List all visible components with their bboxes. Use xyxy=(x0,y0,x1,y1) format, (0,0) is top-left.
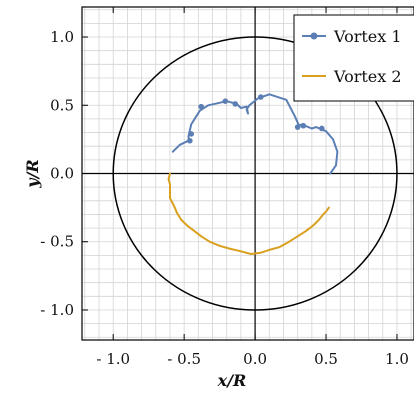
x-axis-label: x/R xyxy=(217,371,247,390)
series-group xyxy=(167,93,339,255)
x-tick-label: - 0.5 xyxy=(167,350,201,368)
x-tick-label: 0.5 xyxy=(314,350,338,368)
series-line-vortex-2 xyxy=(167,172,330,255)
x-tick-label: 1.0 xyxy=(385,350,409,368)
data-point-vortex-1 xyxy=(300,122,307,129)
y-tick-label: - 1.0 xyxy=(40,301,74,319)
legend: Vortex 1 Vortex 2 xyxy=(293,14,414,102)
data-point-vortex-1 xyxy=(187,137,193,144)
y-tick-label: 0.0 xyxy=(50,165,74,183)
data-point-vortex-1 xyxy=(198,103,204,110)
legend-label-vortex-1: Vortex 1 xyxy=(333,27,402,46)
x-tick-label: 0.0 xyxy=(243,350,267,368)
legend-label-vortex-2: Vortex 2 xyxy=(333,67,402,86)
tick-labels: - 1.0 - 0.5 0.0 0.5 1.0 1.0 0.5 0.0 - 0.5 - 1.0 xyxy=(40,28,409,368)
legend-box xyxy=(293,14,414,102)
legend-marker-vortex-1 xyxy=(310,32,318,40)
center-axes xyxy=(82,7,414,340)
boundary-circle xyxy=(112,36,398,311)
x-tick-label: - 1.0 xyxy=(96,350,130,368)
y-tick-label: - 0.5 xyxy=(40,233,74,251)
tick-marks xyxy=(82,7,398,340)
y-tick-label: 0.5 xyxy=(50,96,74,114)
y-tick-label: 1.0 xyxy=(50,28,74,46)
series-line-vortex-1 xyxy=(171,93,339,175)
data-point-vortex-1 xyxy=(232,101,239,107)
data-point-vortex-1 xyxy=(222,98,229,104)
data-point-vortex-1 xyxy=(318,125,325,132)
boundary-circle-group xyxy=(112,36,398,311)
y-axis-label: y/R xyxy=(23,159,42,188)
data-point-vortex-1 xyxy=(257,94,264,100)
data-point-vortex-1 xyxy=(294,124,301,130)
data-point-vortex-1 xyxy=(188,131,195,137)
